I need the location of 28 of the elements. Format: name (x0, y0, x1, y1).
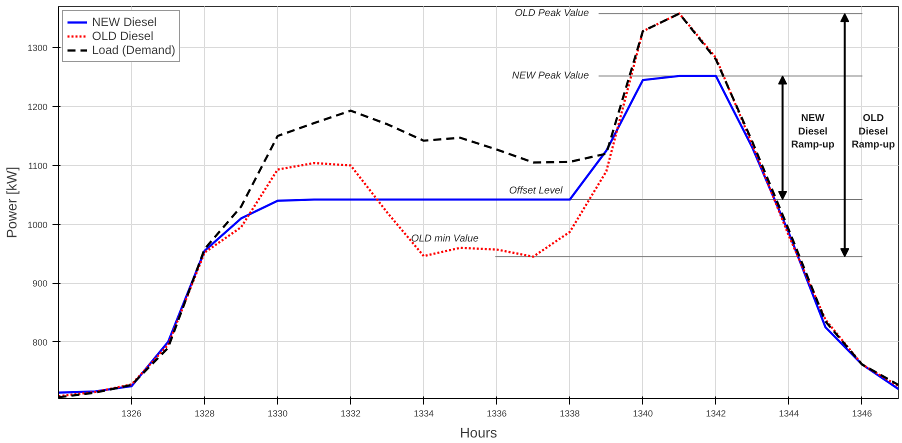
x-tick-label: 1336 (486, 408, 507, 418)
ref-line-label: OLD min Value (411, 234, 479, 245)
x-tick-label: 1332 (340, 408, 361, 418)
y-tick-label: 1100 (28, 160, 48, 171)
y-tick-label: 1300 (27, 43, 48, 54)
legend-label: NEW Diesel (92, 15, 157, 29)
x-tick-label: 1338 (560, 408, 580, 418)
x-tick-label: 1328 (194, 408, 215, 418)
annotation: OLD Diesel Ramp-up (852, 113, 895, 151)
legend-label: OLD Diesel (92, 29, 154, 43)
ref-line-label: NEW Peak Value (512, 70, 590, 82)
x-axis-title: Hours (460, 424, 498, 440)
x-tick-label: 1330 (268, 408, 288, 418)
x-tick-label: 1344 (778, 408, 799, 418)
x-tick-label: 1334 (414, 408, 434, 418)
y-tick-label: 800 (32, 337, 48, 348)
x-tick-label: 1346 (852, 408, 872, 418)
ref-line-label: Offset Level (509, 186, 564, 197)
x-tick-label: 1342 (706, 408, 726, 418)
y-axis-title: Power [kW] (3, 166, 20, 238)
y-tick-label: 1200 (27, 102, 48, 112)
y-tick-label: 1000 (27, 220, 48, 230)
x-tick-label: 1340 (632, 408, 653, 418)
ref-line-label: OLD Peak Value (514, 8, 590, 20)
y-tick-label: 900 (32, 278, 48, 289)
legend-label: Load (Demand) (92, 43, 176, 57)
annotation: NEW Diesel Ramp-up (791, 113, 834, 151)
x-tick-label: 1326 (122, 408, 142, 418)
